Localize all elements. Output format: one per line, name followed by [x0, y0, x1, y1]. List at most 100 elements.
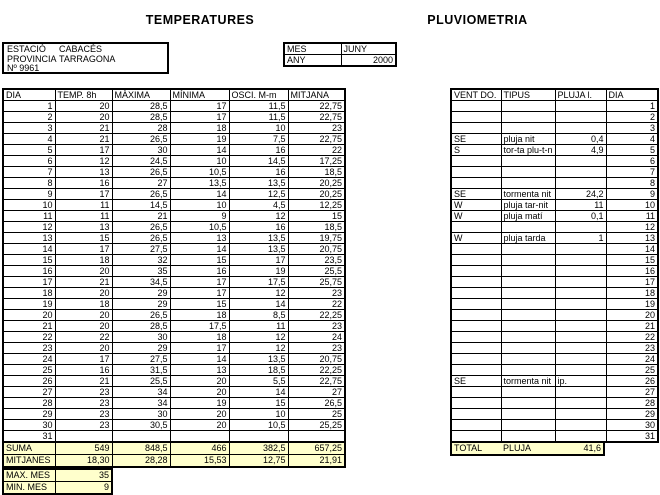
suma-minima: 466 [169, 441, 230, 455]
cell: 23 [287, 287, 346, 299]
cell: 18 [605, 287, 659, 299]
cell: 35 [111, 265, 171, 277]
cell: 23 [54, 386, 113, 398]
cell: 15 [54, 232, 113, 244]
cell: 10 [169, 199, 230, 211]
table-row: 3 [450, 122, 659, 134]
cell: 17 [54, 144, 113, 156]
cell: 17 [54, 243, 113, 255]
cell: 18 [169, 331, 230, 343]
cell: 22,25 [287, 364, 346, 376]
cell [554, 364, 607, 376]
cell: 20 [169, 408, 230, 420]
cell: 22,25 [287, 309, 346, 321]
suma-maxima: 848,5 [111, 441, 171, 455]
min-mes-value: 9 [54, 481, 113, 495]
cell [500, 155, 556, 167]
month-row: MES JUNY [283, 42, 397, 55]
cell: 16 [605, 265, 659, 277]
cell [500, 342, 556, 354]
cell: 19 [2, 298, 56, 310]
cell: 22 [605, 331, 659, 343]
cell: 14,5 [111, 199, 171, 211]
cell: 25 [605, 364, 659, 376]
cell: 30 [111, 408, 171, 420]
table-row: 17 [450, 276, 659, 288]
cell: 24,5 [111, 155, 171, 167]
cell: 20,75 [287, 353, 346, 365]
table-row: 7 13 26,5 10,5 16 18,5 [2, 166, 346, 178]
table-row: 24 [450, 353, 659, 365]
table-row: 17 21 34,5 17 17,5 25,75 [2, 276, 346, 288]
cell: 17 [2, 276, 56, 288]
suma-temp8h: 549 [54, 441, 113, 455]
cell: 10,5 [169, 221, 230, 233]
table-row: 9 17 26,5 14 12,5 20,25 [2, 188, 346, 200]
cell [500, 353, 556, 365]
cell: 12,5 [228, 188, 289, 200]
cell: 28,5 [111, 111, 171, 123]
cell: 32 [111, 254, 171, 266]
cell: 17 [169, 342, 230, 354]
cell [554, 353, 607, 365]
cell: 8 [2, 177, 56, 189]
province-line: PROVINCIA TARRAGONA [7, 54, 164, 65]
cell: 20 [169, 375, 230, 387]
cell: 15 [287, 210, 346, 222]
year-row: ANY 2000 [283, 54, 397, 67]
total-pluja-label: PLUJA [501, 442, 553, 455]
period-box: MES JUNY ANY 2000 [283, 42, 397, 67]
cell: 23 [287, 342, 346, 354]
cell: 27,5 [111, 243, 171, 255]
cell [500, 243, 556, 255]
cell: 13 [169, 232, 230, 244]
cell [500, 309, 556, 321]
cell [450, 221, 502, 233]
cell [450, 331, 502, 343]
cell: 30,5 [111, 419, 171, 431]
cell [554, 331, 607, 343]
cell: 17 [605, 276, 659, 288]
cell [500, 177, 556, 189]
cell: 1 [2, 100, 56, 112]
cell: 29 [111, 342, 171, 354]
cell: 14 [605, 243, 659, 255]
cell: 7 [2, 166, 56, 178]
cell: 14 [169, 243, 230, 255]
cell: 17,5 [169, 320, 230, 332]
mitjanes-row: MITJANES 18,30 28,28 15,53 12,75 21,91 [2, 454, 346, 468]
cell [450, 342, 502, 354]
cell: 12 [54, 155, 113, 167]
cell: 26,5 [111, 221, 171, 233]
table-row: 29 [450, 408, 659, 420]
table-row: SE tormenta nit ip. 26 [450, 375, 659, 387]
year-label: ANY [283, 54, 342, 67]
cell [500, 166, 556, 178]
cell: 20 [169, 386, 230, 398]
cell: 8 [605, 177, 659, 189]
cell [554, 177, 607, 189]
table-row: 29 23 30 20 10 25 [2, 408, 346, 420]
cell: 13,5 [228, 353, 289, 365]
cell [450, 100, 502, 112]
table-row: 16 [450, 265, 659, 277]
cell: 22,75 [287, 375, 346, 387]
cell [500, 287, 556, 299]
cell: 1 [605, 100, 659, 112]
cell: 30 [2, 419, 56, 431]
cell: 25,25 [287, 419, 346, 431]
cell: 12 [228, 287, 289, 299]
cell: 20 [605, 309, 659, 321]
cell: SE [450, 375, 502, 387]
cell: 14 [228, 386, 289, 398]
col-header-pluja: PLUJA l. [554, 88, 607, 101]
table-row: 11 11 21 9 12 15 [2, 210, 346, 222]
table-row: 6 12 24,5 10 14,5 17,25 [2, 155, 346, 167]
table-row: 8 16 27 13,5 13,5 20,25 [2, 177, 346, 189]
cell: 11,5 [228, 111, 289, 123]
cell [450, 364, 502, 376]
month-value: JUNY [340, 42, 397, 55]
cell [450, 243, 502, 255]
cell: 29 [111, 287, 171, 299]
